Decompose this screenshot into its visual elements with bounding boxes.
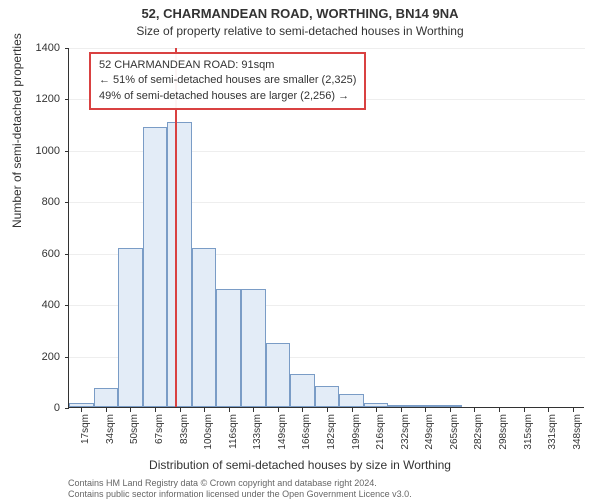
- xtick-label: 348sqm: [572, 414, 583, 464]
- xtick-mark: [499, 408, 500, 412]
- gridline: [69, 48, 585, 49]
- histogram-bar: [216, 289, 241, 407]
- xtick-mark: [204, 408, 205, 412]
- xtick-mark: [573, 408, 574, 412]
- ytick-mark: [65, 408, 69, 409]
- xtick-mark: [524, 408, 525, 412]
- y-axis-label: Number of semi-detached properties: [10, 33, 24, 228]
- ytick-label: 1200: [30, 93, 60, 105]
- xtick-label: 315sqm: [523, 414, 534, 464]
- xtick-mark: [474, 408, 475, 412]
- ytick-label: 1400: [30, 42, 60, 54]
- xtick-mark: [327, 408, 328, 412]
- ytick-mark: [65, 99, 69, 100]
- xtick-label: 282sqm: [473, 414, 484, 464]
- xtick-mark: [229, 408, 230, 412]
- xtick-mark: [352, 408, 353, 412]
- histogram-bar: [339, 394, 364, 407]
- xtick-mark: [81, 408, 82, 412]
- xtick-mark: [548, 408, 549, 412]
- legend-line2: 49% of semi-detached houses are larger (…: [99, 89, 356, 104]
- histogram-bar: [315, 386, 340, 407]
- chart-subtitle: Size of property relative to semi-detach…: [0, 24, 600, 38]
- ytick-label: 800: [30, 196, 60, 208]
- attribution-line1: Contains HM Land Registry data © Crown c…: [68, 478, 412, 489]
- xtick-mark: [376, 408, 377, 412]
- xtick-label: 331sqm: [547, 414, 558, 464]
- legend-title: 52 CHARMANDEAN ROAD: 91sqm: [99, 58, 356, 73]
- histogram-bar: [143, 127, 168, 407]
- xtick-mark: [425, 408, 426, 412]
- xtick-mark: [278, 408, 279, 412]
- xtick-label: 249sqm: [424, 414, 435, 464]
- histogram-bar: [438, 405, 463, 407]
- ytick-mark: [65, 357, 69, 358]
- xtick-label: 199sqm: [351, 414, 362, 464]
- ytick-mark: [65, 48, 69, 49]
- ytick-label: 600: [30, 248, 60, 260]
- xtick-label: 67sqm: [154, 414, 165, 464]
- xtick-mark: [302, 408, 303, 412]
- xtick-label: 216sqm: [375, 414, 386, 464]
- xtick-label: 50sqm: [129, 414, 140, 464]
- ytick-mark: [65, 254, 69, 255]
- legend-box: 52 CHARMANDEAN ROAD: 91sqm← 51% of semi-…: [89, 52, 366, 110]
- xtick-label: 100sqm: [203, 414, 214, 464]
- plot-area: 52 CHARMANDEAN ROAD: 91sqm← 51% of semi-…: [68, 48, 584, 408]
- xtick-label: 116sqm: [228, 414, 239, 464]
- histogram-bar: [94, 388, 119, 407]
- ytick-mark: [65, 305, 69, 306]
- histogram-bar: [413, 405, 438, 407]
- ytick-label: 200: [30, 351, 60, 363]
- histogram-bar: [241, 289, 266, 407]
- xtick-label: 232sqm: [400, 414, 411, 464]
- histogram-bar: [167, 122, 192, 407]
- ytick-label: 400: [30, 299, 60, 311]
- xtick-label: 265sqm: [449, 414, 460, 464]
- xtick-mark: [253, 408, 254, 412]
- histogram-bar: [388, 405, 413, 407]
- histogram-bar: [192, 248, 217, 407]
- xtick-mark: [401, 408, 402, 412]
- ytick-mark: [65, 151, 69, 152]
- xtick-label: 149sqm: [277, 414, 288, 464]
- xtick-label: 182sqm: [326, 414, 337, 464]
- xtick-label: 133sqm: [252, 414, 263, 464]
- histogram-bar: [69, 403, 94, 407]
- legend-line1: ← 51% of semi-detached houses are smalle…: [99, 73, 356, 88]
- xtick-label: 166sqm: [301, 414, 312, 464]
- histogram-bar: [118, 248, 143, 407]
- ytick-label: 1000: [30, 145, 60, 157]
- xtick-label: 83sqm: [179, 414, 190, 464]
- xtick-label: 298sqm: [498, 414, 509, 464]
- xtick-mark: [106, 408, 107, 412]
- xtick-label: 34sqm: [105, 414, 116, 464]
- xtick-mark: [450, 408, 451, 412]
- chart-title: 52, CHARMANDEAN ROAD, WORTHING, BN14 9NA: [0, 6, 600, 21]
- histogram-bar: [290, 374, 315, 407]
- xtick-mark: [155, 408, 156, 412]
- ytick-mark: [65, 202, 69, 203]
- attribution-line2: Contains public sector information licen…: [68, 489, 412, 500]
- histogram-bar: [364, 403, 389, 407]
- xtick-label: 17sqm: [80, 414, 91, 464]
- xtick-mark: [130, 408, 131, 412]
- ytick-label: 0: [30, 402, 60, 414]
- attribution: Contains HM Land Registry data © Crown c…: [68, 478, 412, 500]
- chart-container: 52, CHARMANDEAN ROAD, WORTHING, BN14 9NA…: [0, 0, 600, 500]
- xtick-mark: [180, 408, 181, 412]
- histogram-bar: [266, 343, 291, 407]
